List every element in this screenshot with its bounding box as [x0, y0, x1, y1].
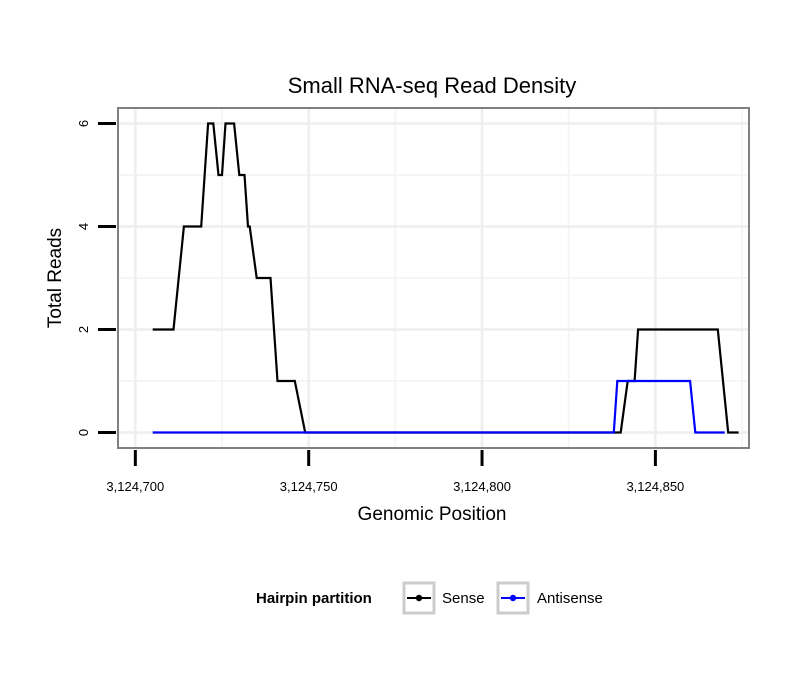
legend-point-antisense: [509, 594, 517, 602]
y-tick-label: 4: [76, 223, 91, 230]
legend-point-sense: [415, 594, 423, 602]
x-tick-label: 3,124,800: [453, 479, 511, 494]
legend-title: Hairpin partition: [256, 590, 372, 607]
x-tick-label: 3,124,850: [626, 479, 684, 494]
series-layer: [152, 122, 739, 434]
plot-border: [117, 107, 750, 449]
x-tick-label: 3,124,700: [106, 479, 164, 494]
y-axis-title: Total Reads: [45, 228, 66, 328]
x-axis: 3,124,700 3,124,750 3,124,800 3,124,850: [106, 450, 684, 494]
legend-label-antisense: Antisense: [537, 590, 603, 607]
x-axis-title: Genomic Position: [358, 504, 507, 525]
chart-title: Small RNA-seq Read Density: [288, 73, 577, 98]
x-tick-label: 3,124,750: [280, 479, 338, 494]
series-line-antisense: [152, 379, 725, 434]
y-tick-label: 0: [76, 429, 91, 436]
legend-label-sense: Sense: [442, 590, 485, 607]
y-tick-label: 2: [76, 326, 91, 333]
y-tick-label: 6: [76, 120, 91, 127]
legend: Hairpin partition Sense Antisense: [256, 581, 603, 615]
y-axis: 0 2 4 6: [76, 120, 116, 436]
